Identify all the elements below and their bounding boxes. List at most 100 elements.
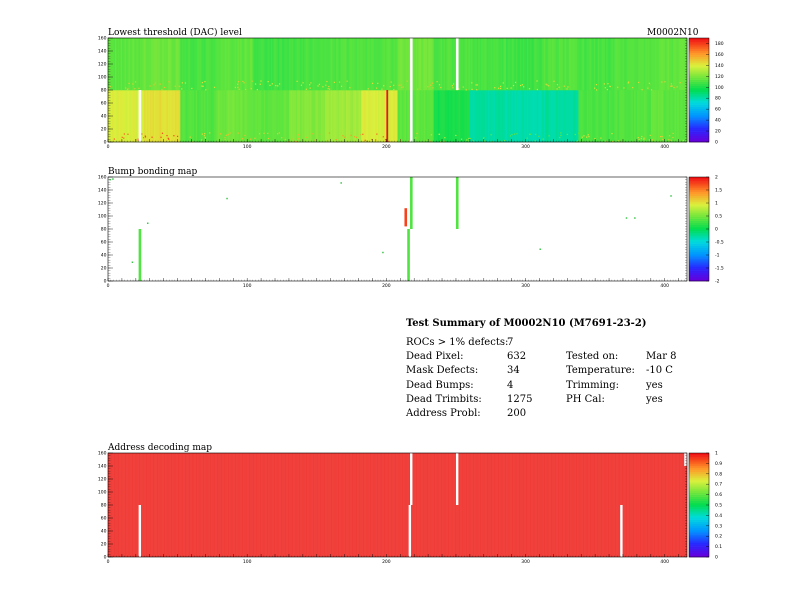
- pixel-column: [419, 38, 422, 90]
- pixel-speckle: [267, 132, 269, 135]
- pixel-column: [579, 38, 582, 90]
- pixel-column: [543, 90, 546, 142]
- colorbar-segment: [689, 538, 709, 541]
- pixel-speckle: [430, 140, 432, 142]
- pixel-speckle: [200, 139, 203, 141]
- pixel-column: [428, 38, 430, 90]
- summary-value: yes: [646, 393, 663, 405]
- pixel-speckle: [566, 88, 568, 90]
- pixel-column: [568, 90, 571, 142]
- colorbar-segment: [689, 46, 709, 49]
- pixel-column: [618, 38, 621, 90]
- pixel-column: [661, 38, 664, 90]
- pixel-speckle: [173, 135, 175, 137]
- pixel-column: [400, 38, 402, 90]
- pixel-column: [252, 38, 255, 90]
- pixel-column: [165, 90, 167, 142]
- pixel-column: [469, 38, 472, 90]
- pixel-column: [397, 90, 400, 142]
- summary-label: ROCs > 1% defects:: [406, 337, 509, 348]
- pixel-column: [485, 90, 487, 142]
- colorbar-segment: [689, 181, 709, 184]
- pixel-column: [478, 38, 480, 90]
- pixel-column: [222, 38, 224, 90]
- pixel-column: [152, 90, 155, 142]
- colorbar-segment: [689, 54, 709, 58]
- pixel-column: [671, 38, 674, 90]
- pixel-column: [371, 38, 373, 90]
- pixel-column: [217, 90, 220, 142]
- pixel-column: [670, 38, 672, 90]
- pixel-column: [197, 90, 199, 142]
- pixel-column: [418, 38, 420, 90]
- pixel-column: [433, 38, 436, 90]
- pixel-column: [137, 90, 139, 142]
- pixel-column: [145, 90, 148, 142]
- pixel-speckle: [641, 135, 643, 138]
- colorbar-segment: [689, 532, 709, 535]
- pixel-column: [631, 38, 633, 90]
- pixel-column: [365, 90, 368, 142]
- threshold-map: 0 100 200 300 400020406080100120140160020406…: [98, 36, 724, 148]
- pixel-column: [140, 38, 142, 90]
- roc-block: [252, 90, 290, 143]
- pixel-column: [664, 38, 667, 90]
- bump-pixel: [634, 217, 636, 219]
- pixel-column: [184, 90, 187, 142]
- pixel-speckle: [607, 83, 609, 85]
- pixel-column: [682, 90, 685, 142]
- pixel-speckle: [201, 85, 203, 87]
- pixel-speckle: [224, 137, 226, 139]
- pixel-speckle: [269, 84, 271, 86]
- pixel-column: [177, 90, 180, 142]
- address-cells: [108, 453, 687, 557]
- pixel-column: [343, 38, 345, 90]
- pixel-speckle: [452, 83, 455, 85]
- pixel-column: [359, 90, 362, 142]
- pixel-speckle: [458, 88, 460, 90]
- colorbar-segment: [689, 548, 709, 552]
- pixel-column: [286, 38, 288, 90]
- pixel-speckle: [317, 85, 319, 87]
- pixel-column: [300, 38, 302, 90]
- pixel-column: [183, 90, 185, 142]
- pixel-speckle: [476, 89, 478, 91]
- pixel-speckle: [367, 88, 369, 90]
- pixel-column: [661, 90, 664, 142]
- pixel-column: [309, 90, 312, 142]
- pixel-speckle: [166, 134, 168, 137]
- pixel-speckle: [263, 132, 265, 134]
- pixel-column: [551, 90, 554, 142]
- pixel-column: [146, 38, 149, 90]
- pixel-column: [233, 38, 235, 90]
- pixel-column: [313, 38, 316, 90]
- colorbar-segment: [689, 494, 709, 497]
- pixel-column: [621, 90, 624, 142]
- pixel-column: [670, 90, 672, 142]
- pixel-column: [545, 38, 547, 90]
- pixel-column: [609, 38, 611, 90]
- pixel-column: [514, 38, 517, 90]
- pixel-column: [302, 90, 305, 142]
- pixel-speckle: [123, 137, 125, 139]
- pixel-column: [422, 38, 425, 90]
- pixel-column: [375, 38, 377, 90]
- pixel-column: [643, 90, 646, 142]
- summary-label: Temperature:: [566, 365, 635, 377]
- pixel-column: [358, 90, 361, 142]
- colorbar-tick-label: 0.5: [715, 503, 722, 509]
- pixel-speckle: [471, 82, 473, 84]
- pixel-column: [515, 90, 518, 142]
- pixel-column: [162, 38, 164, 90]
- pixel-column: [354, 38, 356, 90]
- pixel-column: [674, 38, 677, 90]
- pixel-column: [198, 90, 201, 142]
- pixel-column: [176, 38, 178, 90]
- colorbar-segment: [689, 220, 709, 224]
- pixel-speckle: [643, 138, 645, 140]
- pixel-column: [586, 90, 589, 142]
- pixel-column: [489, 90, 491, 142]
- pixel-speckle: [384, 138, 387, 141]
- pixel-column: [646, 90, 649, 142]
- pixel-column: [270, 90, 273, 142]
